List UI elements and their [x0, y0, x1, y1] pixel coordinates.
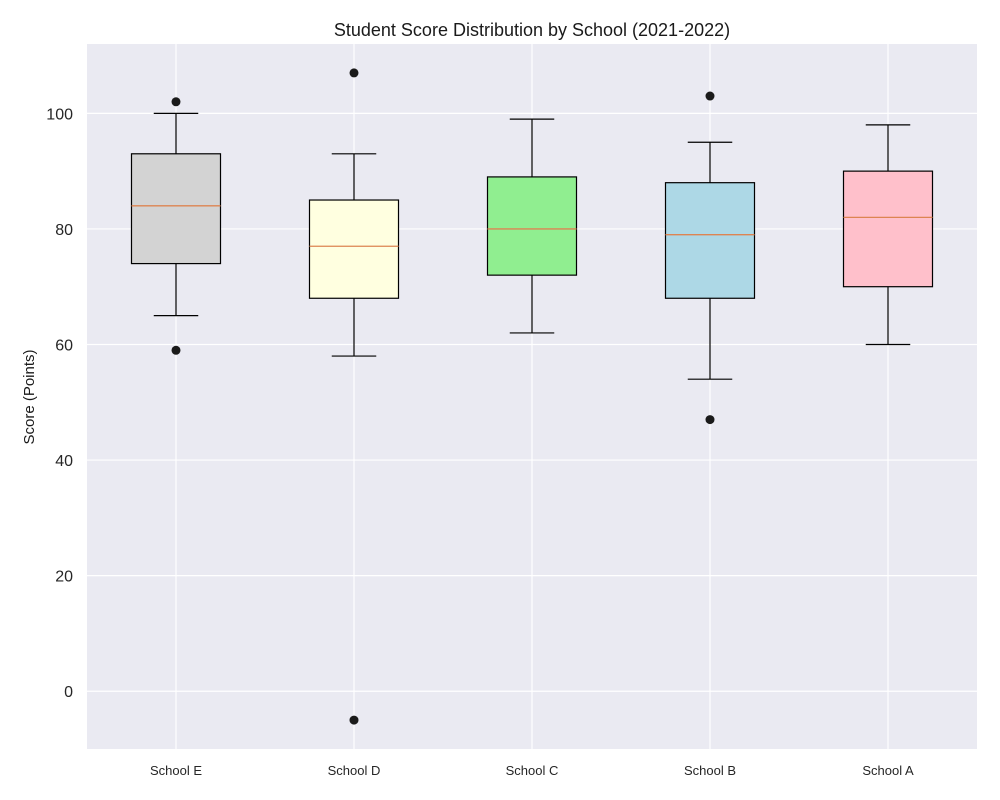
- box-group: [664, 91, 756, 425]
- box: [842, 170, 934, 288]
- y-tick-label: 100: [46, 106, 73, 123]
- box: [486, 176, 578, 276]
- box: [308, 199, 400, 299]
- box: [130, 153, 222, 265]
- x-tick-label: School C: [506, 763, 559, 778]
- x-tick-label: School B: [684, 763, 736, 778]
- box-series: [130, 68, 934, 725]
- box-group: [842, 124, 934, 346]
- x-axis-ticks: School E School D School C School B School A: [150, 763, 914, 778]
- outlier-point: [705, 415, 715, 425]
- chart-title: Student Score Distribution by School (20…: [334, 20, 730, 40]
- box-group: [130, 97, 222, 355]
- y-tick-label: 0: [64, 684, 73, 701]
- y-tick-label: 20: [55, 569, 73, 586]
- outlier-point: [705, 91, 715, 101]
- outlier-point: [349, 715, 359, 725]
- box-group: [308, 68, 400, 725]
- outlier-point: [171, 345, 181, 355]
- x-tick-label: School A: [862, 763, 914, 778]
- y-tick-label: 40: [55, 453, 73, 470]
- y-tick-label: 80: [55, 222, 73, 239]
- outlier-point: [171, 97, 181, 107]
- x-tick-label: School D: [328, 763, 381, 778]
- y-axis-ticks: 0 20 40 60 80 100: [46, 106, 73, 701]
- box-group: [486, 118, 578, 334]
- outlier-point: [349, 68, 359, 78]
- box: [664, 182, 756, 299]
- y-axis-label: Score (Points): [21, 349, 38, 444]
- x-tick-label: School E: [150, 763, 202, 778]
- y-tick-label: 60: [55, 337, 73, 354]
